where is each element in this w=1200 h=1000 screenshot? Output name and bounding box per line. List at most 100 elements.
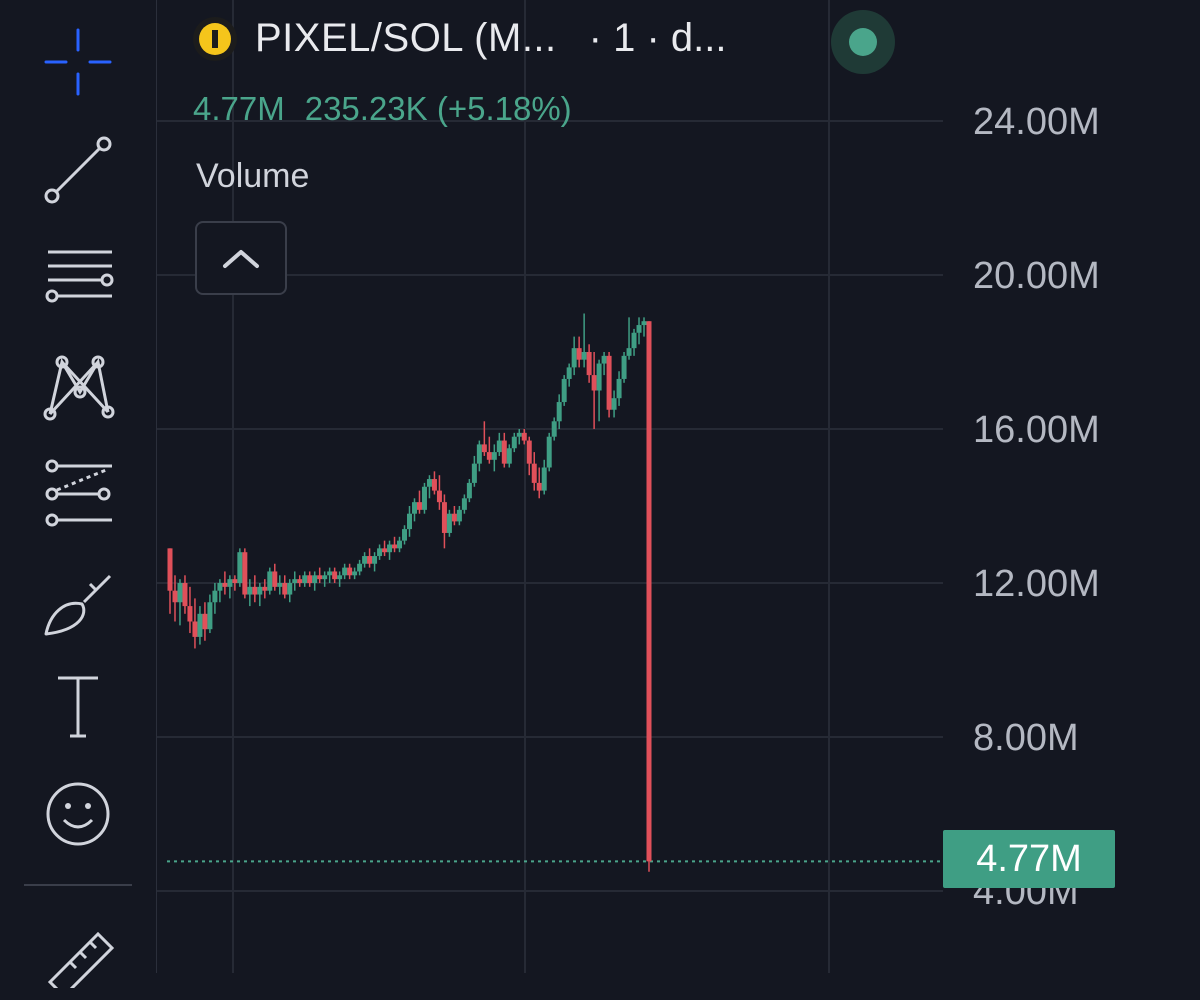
candle-body — [636, 325, 642, 333]
candle-body — [436, 490, 442, 503]
trend-line-icon — [44, 136, 112, 204]
legend-change: 235.23K (+5.18%) — [304, 90, 572, 127]
legend-values: 4.77M 235.23K (+5.18%) — [193, 90, 592, 128]
ruler-icon — [47, 931, 115, 988]
candle-body — [332, 571, 338, 580]
candle-body — [451, 513, 457, 522]
pattern-tool[interactable] — [28, 336, 128, 436]
candle-body — [491, 452, 497, 460]
candle-body — [367, 556, 373, 564]
toolbar-divider — [24, 884, 132, 886]
candle-body — [202, 613, 208, 630]
candle-body — [382, 548, 388, 553]
candle-body — [441, 502, 447, 533]
candle-body — [411, 502, 417, 514]
brush-tool[interactable] — [28, 552, 128, 652]
candle-body — [207, 602, 213, 630]
candle-body — [177, 583, 183, 603]
candle-body — [546, 436, 552, 468]
candle-body — [357, 563, 363, 572]
candle-body — [192, 621, 198, 637]
candle-body — [431, 479, 437, 491]
crosshair-icon — [44, 28, 112, 96]
price-axis-label: 12.00M — [973, 563, 1100, 605]
candle-body — [426, 479, 432, 487]
candle-body — [312, 575, 318, 583]
candle-body — [486, 452, 492, 460]
candle-body — [277, 583, 283, 587]
projection-tool[interactable] — [28, 444, 128, 544]
emoji-icon — [46, 782, 110, 846]
candle-body — [182, 583, 188, 607]
candle-body — [516, 432, 522, 437]
symbol-name[interactable]: PIXEL/SOL (M... — [255, 16, 557, 60]
candle-body — [606, 355, 612, 410]
candle-body — [317, 575, 323, 580]
candle-body — [327, 571, 333, 576]
text-tool[interactable] — [28, 656, 128, 756]
volume-indicator-label[interactable]: Volume — [196, 157, 310, 195]
collapse-legend-button[interactable] — [195, 221, 287, 295]
candle-body — [307, 575, 313, 583]
candle-body — [322, 575, 328, 580]
candle-body — [626, 348, 632, 356]
candle-body — [536, 482, 542, 491]
candle-body — [237, 552, 243, 583]
candle-body — [302, 575, 308, 583]
candle-body — [342, 567, 348, 576]
chart-pane[interactable] — [157, 0, 1200, 973]
coin-logo-icon — [193, 16, 237, 61]
candle-body — [272, 571, 278, 587]
candle-body — [446, 513, 452, 533]
drawing-toolbar — [0, 0, 157, 988]
candle-body — [217, 583, 223, 591]
candle-body — [247, 586, 253, 595]
price-axis-label: 16.00M — [973, 409, 1100, 451]
symbol-header[interactable]: PIXEL/SOL (M... · 1 · d... — [193, 16, 726, 61]
candle-body — [402, 529, 408, 541]
candle-body — [621, 355, 627, 379]
candle-body — [566, 367, 572, 379]
candle-body — [252, 586, 258, 595]
candle-body — [476, 444, 482, 464]
ruler-tool[interactable] — [28, 900, 128, 1000]
candle-body — [416, 502, 422, 510]
candle-body — [481, 444, 487, 453]
candle-body — [297, 579, 303, 583]
interval-label[interactable]: · 1 · d... — [588, 16, 727, 60]
projection-icon — [45, 459, 112, 527]
candle-body — [531, 463, 537, 483]
current-price-badge: 4.77M — [943, 830, 1115, 888]
candle-body — [616, 378, 622, 399]
candle-body — [556, 402, 562, 422]
pattern-icon — [43, 355, 115, 421]
trend-line-tool[interactable] — [28, 120, 128, 220]
candle-body — [397, 540, 403, 549]
horizontal-lines-tool[interactable] — [28, 228, 128, 328]
candle-body — [601, 355, 607, 364]
candle-body — [167, 548, 173, 591]
brush-icon — [44, 574, 112, 636]
crosshair-tool[interactable] — [28, 12, 128, 112]
market-status-dot-icon — [849, 28, 877, 56]
candle-body — [581, 352, 587, 360]
candle-body — [571, 348, 577, 368]
candle-body — [466, 482, 472, 499]
candle-body — [611, 398, 617, 410]
candle-body — [501, 440, 507, 464]
price-chart[interactable] — [157, 0, 1200, 973]
candle-body — [212, 590, 218, 603]
market-status-button[interactable] — [831, 10, 895, 74]
candle-body — [387, 544, 393, 553]
price-axis-label: 24.00M — [973, 101, 1100, 143]
candle-body — [392, 544, 398, 549]
emoji-tool[interactable] — [28, 764, 128, 864]
candle-body — [257, 586, 263, 595]
candle-body — [172, 590, 178, 603]
candle-body — [461, 498, 467, 510]
candle-body — [287, 583, 293, 595]
candle-body — [187, 606, 193, 622]
candle-body — [646, 321, 652, 862]
candle-body — [591, 375, 597, 391]
chevron-up-icon — [223, 250, 259, 268]
